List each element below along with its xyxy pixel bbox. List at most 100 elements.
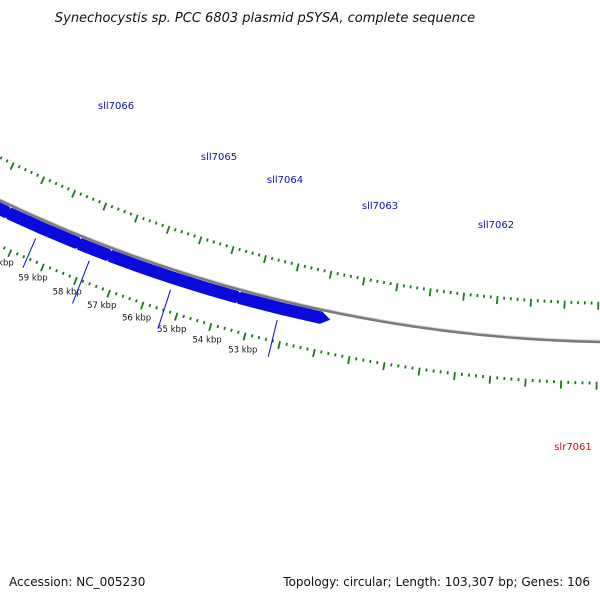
inner-tick-major — [529, 298, 533, 307]
inner-tick-minor — [23, 167, 27, 172]
outer-tick-minor — [285, 342, 288, 347]
outer-tick-minor — [271, 339, 275, 343]
leader-sll7062 — [267, 319, 278, 358]
inner-tick-minor — [85, 194, 89, 199]
inner-tick-major — [134, 214, 139, 223]
inner-tick-minor — [343, 273, 346, 277]
inner-tick-minor — [154, 221, 158, 225]
gene-label-sll7066[interactable]: sll7066 — [98, 101, 134, 112]
leader-sll7065 — [22, 238, 37, 268]
inner-tick-minor — [382, 280, 386, 285]
outer-tick-major — [277, 341, 281, 350]
inner-tick-minor — [110, 204, 114, 209]
gene-arrow-sll7065 — [6, 207, 86, 249]
inner-tick-minor — [270, 256, 274, 261]
inner-tick-major — [9, 162, 15, 171]
inner-tick-minor — [244, 249, 248, 254]
inner-tick-minor — [336, 272, 339, 276]
outer-tick-minor — [250, 334, 254, 338]
inner-tick-minor — [186, 232, 190, 236]
outer-tick-major — [382, 362, 386, 371]
gene-label-sll7062[interactable]: sll7062 — [478, 220, 514, 231]
inner-tick-minor — [225, 244, 228, 248]
outer-tick-minor — [292, 344, 295, 348]
scale-label: 56 kbp — [122, 313, 151, 323]
inner-tick-major — [40, 176, 46, 185]
leader-sll7064 — [72, 260, 90, 304]
outer-tick-minor — [327, 351, 330, 356]
gene-label-sll7065[interactable]: sll7065 — [201, 152, 237, 163]
outer-tick-minor — [28, 257, 32, 262]
outer-tick-minor — [22, 255, 26, 259]
summary-text: Topology: circular; Length: 103,307 bp; … — [282, 575, 590, 589]
inner-tick-minor — [218, 242, 222, 246]
inner-tick-minor — [277, 258, 280, 262]
outer-scale-ticks — [2, 246, 598, 390]
inner-tick-minor — [17, 164, 21, 169]
outer-tick-major — [242, 332, 247, 341]
outer-tick-minor — [237, 330, 240, 334]
outer-tick-minor — [128, 296, 131, 301]
inner-tick-minor — [123, 209, 126, 214]
outer-tick-minor — [264, 337, 268, 342]
outer-tick-major — [174, 312, 179, 321]
inner-tick-major — [71, 189, 76, 198]
outer-tick-minor — [369, 359, 372, 363]
inner-tick-minor — [79, 192, 83, 196]
inner-tick-minor — [257, 253, 261, 257]
outer-tick-major — [347, 355, 351, 365]
inner-tick-minor — [238, 247, 241, 252]
outer-tick-minor — [341, 354, 344, 358]
inner-tick-major — [395, 283, 399, 292]
plasmid-backbone-highlight — [0, 197, 600, 341]
outer-tick-minor — [15, 252, 19, 256]
inner-tick-major — [328, 270, 333, 279]
inner-tick-minor — [323, 269, 326, 273]
outer-tick-minor — [81, 279, 85, 283]
inner-tick-minor — [193, 234, 196, 238]
outer-tick-minor — [162, 308, 165, 312]
inner-tick-minor — [349, 274, 353, 279]
outer-tick-minor — [155, 306, 158, 310]
outer-tick-minor — [182, 314, 185, 319]
gene-label-slr7061[interactable]: slr7061 — [554, 442, 592, 453]
gene-arrow-sll7062 — [237, 291, 331, 324]
inner-tick-minor — [310, 266, 313, 270]
outer-tick-minor — [299, 345, 302, 350]
outer-tick-minor — [101, 287, 105, 291]
inner-tick-minor — [5, 159, 9, 163]
inner-tick-major — [230, 246, 235, 255]
outer-tick-minor — [257, 335, 261, 340]
plasmid-backbone — [0, 198, 600, 344]
outer-tick-minor — [362, 358, 365, 362]
outer-tick-minor — [35, 260, 39, 265]
inner-tick-minor — [212, 240, 216, 244]
outer-tick-major — [40, 263, 45, 272]
outer-tick-minor — [189, 316, 192, 321]
map-title: Synechocystis sp. PCC 6803 plasmid pSYSA… — [55, 11, 475, 26]
outer-tick-major — [208, 322, 213, 332]
outer-tick-minor — [2, 246, 6, 250]
inner-tick-minor — [173, 227, 177, 232]
outer-tick-major — [453, 371, 456, 381]
gene-label-sll7064[interactable]: sll7064 — [267, 175, 303, 186]
inner-tick-minor — [376, 279, 379, 283]
outer-tick-minor — [306, 347, 309, 351]
outer-tick-minor — [168, 310, 172, 314]
inner-scale-ticks — [0, 156, 600, 310]
inner-tick-minor — [206, 238, 209, 242]
inner-tick-minor — [142, 216, 145, 221]
outer-tick-minor — [216, 324, 220, 329]
gene-labels: sll7066 sll7065 sll7064 sll7063 sll7062 slr70… — [98, 101, 592, 453]
scale-label: 60 kbp — [0, 259, 14, 269]
gene-label-sll7063[interactable]: sll7063 — [362, 201, 398, 212]
inner-tick-major — [295, 263, 300, 272]
outer-tick-minor — [223, 326, 226, 331]
outer-tick-minor — [230, 328, 233, 333]
outer-tick-minor — [114, 292, 118, 296]
outer-tick-major — [7, 249, 13, 258]
inner-tick-minor — [48, 179, 52, 183]
inner-tick-minor — [290, 261, 293, 265]
inner-tick-major — [362, 277, 366, 286]
scale-label: 54 kbp — [193, 336, 222, 346]
